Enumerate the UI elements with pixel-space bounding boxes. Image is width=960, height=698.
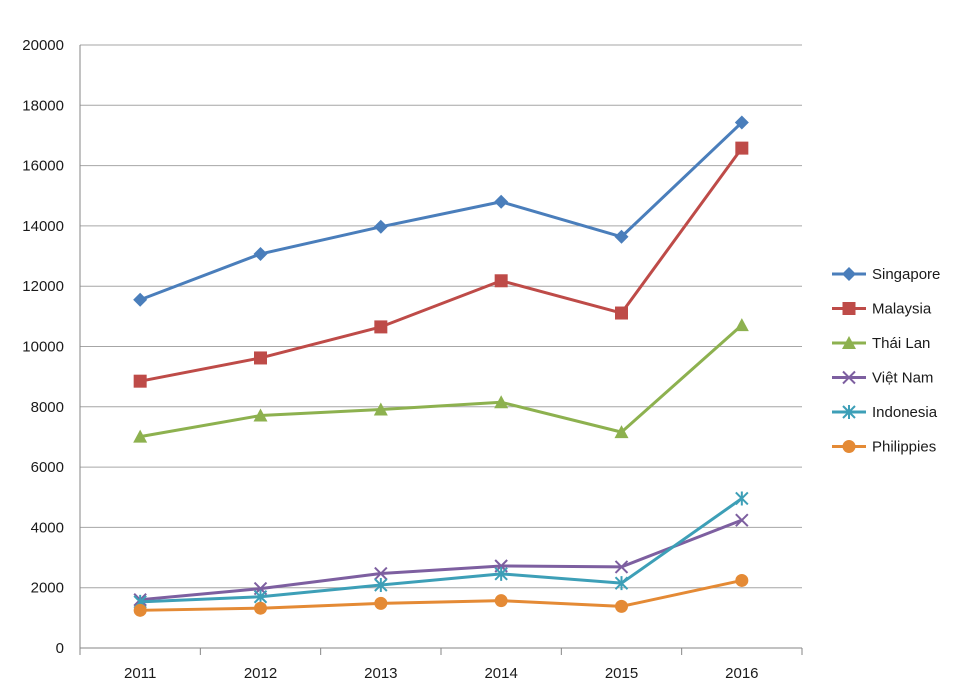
legend-item: Thái Lan [832, 335, 930, 352]
series-malaysia [133, 141, 749, 388]
legend-swatch-marker [842, 267, 856, 281]
series-layer [133, 115, 749, 617]
data-point [374, 566, 388, 581]
y-tick-label: 8000 [31, 399, 64, 416]
x-axis: 2011 2012 2013 2014 2015 2016 [79, 45, 803, 682]
data-point [373, 219, 388, 234]
data-point [494, 274, 508, 288]
series-line [140, 497, 743, 604]
data-point [374, 577, 388, 592]
x-tick-label: 2012 [244, 665, 277, 682]
data-point [494, 594, 508, 608]
data-point [494, 566, 508, 581]
x-tick-label: 2014 [484, 665, 517, 682]
legend-swatch-marker [842, 302, 856, 315]
series-line [140, 518, 743, 602]
data-point [614, 560, 629, 574]
legend-item: Malaysia [832, 301, 932, 318]
y-tick-label: 0 [56, 640, 64, 657]
data-point [494, 194, 509, 209]
y-tick-label: 10000 [22, 339, 64, 356]
series-th-i-lan [133, 318, 749, 443]
y-tick-label: 6000 [31, 459, 64, 476]
gridlines [80, 44, 802, 589]
legend-label: Thái Lan [872, 335, 930, 352]
y-tick-label: 18000 [22, 97, 64, 114]
data-point [254, 351, 267, 365]
data-point [615, 599, 628, 613]
data-point [614, 229, 629, 244]
series-line [139, 121, 743, 302]
data-point [615, 306, 628, 320]
data-point [494, 395, 509, 409]
series-line [139, 147, 744, 383]
data-point [253, 589, 268, 604]
series-singapore [133, 115, 749, 307]
data-point [614, 576, 629, 591]
data-point [734, 115, 749, 130]
series-line [139, 323, 743, 439]
data-point [735, 491, 749, 506]
legend-label: Indonesia [872, 404, 938, 421]
data-point [374, 596, 388, 610]
legend-item: Indonesia [832, 404, 938, 421]
data-point [735, 513, 749, 527]
data-point [133, 374, 147, 388]
legend-label: Malaysia [872, 301, 932, 318]
series-line [140, 578, 743, 612]
data-point [253, 246, 268, 261]
x-tick-label: 2011 [124, 665, 156, 682]
y-tick-label: 4000 [31, 519, 64, 536]
data-point [614, 425, 629, 439]
series-philippies [133, 573, 749, 617]
y-tick-label: 12000 [22, 278, 64, 295]
x-tick-label: 2015 [605, 665, 638, 682]
legend-label: Việt Nam [872, 370, 933, 387]
y-tick-label: 16000 [22, 158, 64, 175]
legend-swatch-marker [842, 370, 856, 385]
data-point [253, 408, 268, 422]
legend-item: Việt Nam [832, 370, 933, 387]
data-point [254, 601, 267, 615]
series-indonesia [133, 491, 749, 609]
data-point [373, 402, 388, 416]
legend-label: Singapore [872, 266, 940, 283]
y-tick-label: 20000 [22, 37, 64, 54]
legend-swatch-marker [842, 336, 856, 349]
data-point [735, 573, 749, 587]
x-tick-label: 2013 [364, 665, 397, 682]
data-point [133, 292, 148, 307]
legend-swatch-marker [842, 440, 856, 453]
legend-item: Singapore [832, 266, 940, 283]
data-point [133, 429, 148, 443]
legend-item: Philippies [832, 439, 936, 456]
y-tick-label: 2000 [31, 580, 64, 597]
legend-swatch-marker [842, 405, 856, 419]
y-axis-tick-labels: 0 2000 4000 6000 8000 10000 12000 14000 16000 180… [22, 37, 64, 657]
legend: Singapore Malaysia Thái Lan Việt Nam Indones… [832, 266, 940, 456]
data-point [374, 320, 388, 334]
x-tick-label: 2016 [725, 665, 758, 682]
data-point [735, 141, 749, 155]
y-tick-label: 14000 [22, 218, 64, 235]
data-point [734, 318, 749, 332]
legend-label: Philippies [872, 439, 936, 456]
data-point [133, 603, 147, 617]
